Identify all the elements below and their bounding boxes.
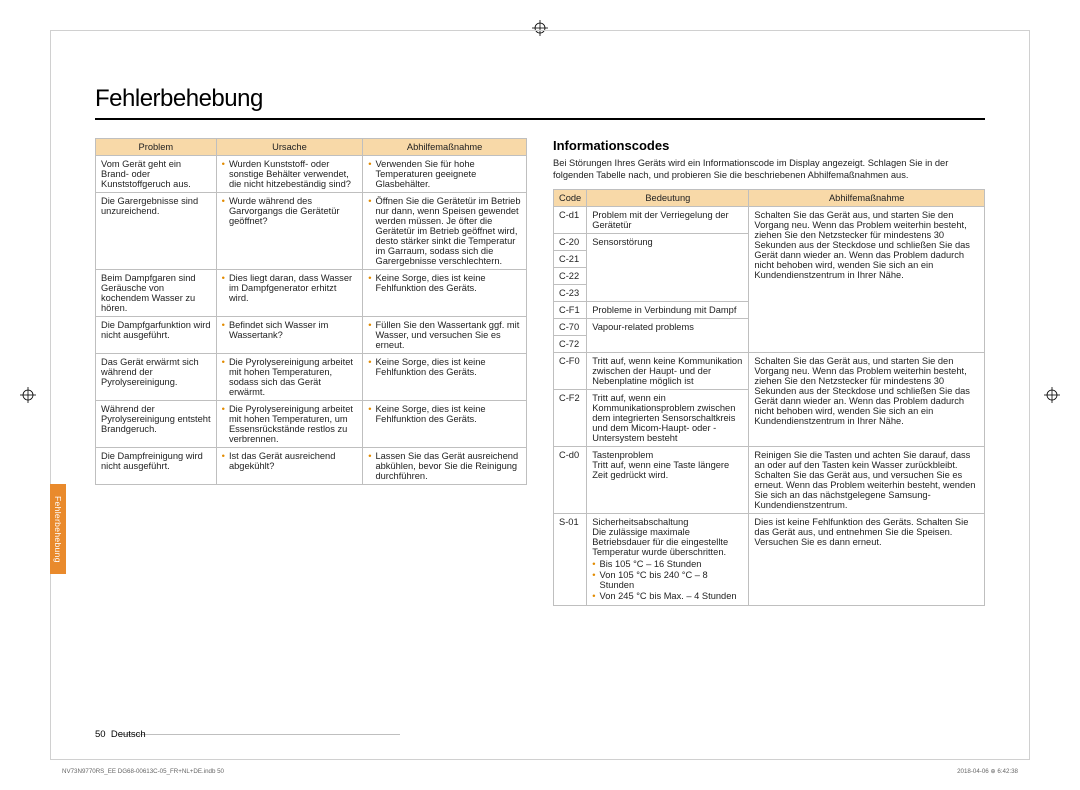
cell-meaning: Tritt auf, wenn keine Kommunikation zwis… [587, 353, 749, 390]
footer-rule [120, 734, 400, 735]
imprint-right: 2018-04-06 ⊕ 6:42:38 [957, 768, 1018, 775]
cell-code: C-d0 [554, 447, 587, 514]
cell-remedy: Reinigen Sie die Tasten und achten Sie d… [749, 447, 985, 514]
table-row: Die Dampfgarfunktion wird nicht ausgefüh… [96, 317, 527, 354]
page-title: Fehlerbehebung [95, 85, 263, 113]
cell-cause: •Ist das Gerät ausreichend abgekühlt? [216, 448, 363, 485]
cell-code: C-21 [554, 251, 587, 268]
table-row: S-01SicherheitsabschaltungDie zulässige … [554, 514, 985, 606]
cell-problem: Während der Pyrolysereinigung entsteht B… [96, 401, 217, 448]
cell-action: •Keine Sorge, dies ist keine Fehlfunktio… [363, 354, 527, 401]
cell-meaning: Tritt auf, wenn ein Kommunikationsproble… [587, 390, 749, 447]
page-language: Deutsch [111, 729, 146, 740]
page-footer: 50 Deutsch [95, 729, 146, 740]
cell-code: C-F1 [554, 302, 587, 319]
cell-action: •Öffnen Sie die Gerätetür im Betrieb nur… [363, 193, 527, 270]
side-tab: Fehlerbehebung [50, 484, 66, 574]
cell-remedy: Schalten Sie das Gerät aus, und starten … [749, 207, 985, 353]
table-row: Beim Dampfgaren sind Geräusche von koche… [96, 270, 527, 317]
cell-code: C-70 [554, 319, 587, 336]
cell-meaning: Vapour-related problems [587, 319, 749, 353]
cell-code: C-23 [554, 285, 587, 302]
cell-problem: Die Dampfgarfunktion wird nicht ausgefüh… [96, 317, 217, 354]
cell-remedy: Dies ist keine Fehlfunktion des Geräts. … [749, 514, 985, 606]
cell-problem: Das Gerät erwärmt sich während der Pyrol… [96, 354, 217, 401]
cell-problem: Die Garergebnisse sind unzureichend. [96, 193, 217, 270]
cell-action: •Lassen Sie das Gerät ausreichend abkühl… [363, 448, 527, 485]
codes-table: Code Bedeutung Abhilfemaßnahme C-d1Probl… [553, 189, 985, 606]
title-rule [95, 118, 985, 120]
cell-code: C-22 [554, 268, 587, 285]
cell-action: •Keine Sorge, dies ist keine Fehlfunktio… [363, 270, 527, 317]
table-row: Die Garergebnisse sind unzureichend.•Wur… [96, 193, 527, 270]
table-row: Das Gerät erwärmt sich während der Pyrol… [96, 354, 527, 401]
cell-meaning: TastenproblemTritt auf, wenn eine Taste … [587, 447, 749, 514]
cell-code: C-F0 [554, 353, 587, 390]
cell-cause: •Befindet sich Wasser im Wassertank? [216, 317, 363, 354]
codes-section-title: Informationscodes [553, 138, 985, 153]
table-row: Während der Pyrolysereinigung entsteht B… [96, 401, 527, 448]
cell-code: C-72 [554, 336, 587, 353]
cell-cause: •Die Pyrolysereinigung arbeitet mit hohe… [216, 354, 363, 401]
cell-action: •Verwenden Sie für hohe Temperaturen gee… [363, 156, 527, 193]
table-row: Die Dampfreinigung wird nicht ausgeführt… [96, 448, 527, 485]
col-action: Abhilfemaßnahme [363, 139, 527, 156]
col-code: Code [554, 190, 587, 207]
cell-cause: •Wurden Kunststoff- oder sonstige Behält… [216, 156, 363, 193]
cell-cause: •Die Pyrolysereinigung arbeitet mit hohe… [216, 401, 363, 448]
cell-code: C-d1 [554, 207, 587, 234]
cell-code: C-20 [554, 234, 587, 251]
register-mark-right [1044, 387, 1060, 403]
col-cause: Ursache [216, 139, 363, 156]
table-row: C-d0TastenproblemTritt auf, wenn eine Ta… [554, 447, 985, 514]
col-remedy: Abhilfemaßnahme [749, 190, 985, 207]
cell-code: C-F2 [554, 390, 587, 447]
cell-cause: •Wurde während des Garvorgangs die Gerät… [216, 193, 363, 270]
table-row: C-d1Problem mit der Verriegelung der Ger… [554, 207, 985, 234]
cell-meaning: Probleme in Verbindung mit Dampf [587, 302, 749, 319]
cell-remedy: Schalten Sie das Gerät aus, und starten … [749, 353, 985, 447]
col-meaning: Bedeutung [587, 190, 749, 207]
imprint-left: NV73N9770RS_EE DG68-00613C-05_FR+NL+DE.i… [62, 768, 224, 775]
cell-code: S-01 [554, 514, 587, 606]
cell-meaning: Sensorstörung [587, 234, 749, 302]
cell-meaning: Problem mit der Verriegelung der Gerätet… [587, 207, 749, 234]
problems-table: Problem Ursache Abhilfemaßnahme Vom Gerä… [95, 138, 527, 485]
table-row: Vom Gerät geht ein Brand- oder Kunststof… [96, 156, 527, 193]
cell-action: •Keine Sorge, dies ist keine Fehlfunktio… [363, 401, 527, 448]
codes-section-desc: Bei Störungen Ihres Geräts wird ein Info… [553, 157, 985, 181]
cell-problem: Die Dampfreinigung wird nicht ausgeführt… [96, 448, 217, 485]
page-number: 50 [95, 729, 106, 740]
register-mark-left [20, 387, 36, 403]
col-problem: Problem [96, 139, 217, 156]
cell-problem: Beim Dampfgaren sind Geräusche von koche… [96, 270, 217, 317]
cell-cause: •Dies liegt daran, dass Wasser im Dampfg… [216, 270, 363, 317]
table-row: C-F0Tritt auf, wenn keine Kommunikation … [554, 353, 985, 390]
cell-problem: Vom Gerät geht ein Brand- oder Kunststof… [96, 156, 217, 193]
cell-meaning: SicherheitsabschaltungDie zulässige maxi… [587, 514, 749, 606]
cell-action: •Füllen Sie den Wassertank ggf. mit Wass… [363, 317, 527, 354]
